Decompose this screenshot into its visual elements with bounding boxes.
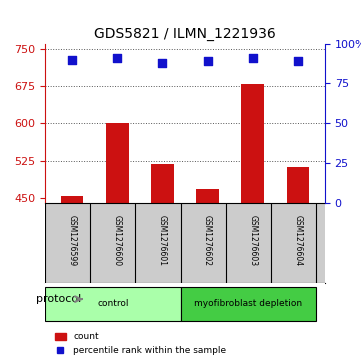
- Point: [250, 55, 256, 61]
- Text: GSM1276601: GSM1276601: [158, 215, 167, 266]
- Bar: [287, 167, 309, 203]
- Text: GSM1276602: GSM1276602: [203, 215, 212, 266]
- Bar: [61, 196, 83, 203]
- Point: [205, 58, 210, 64]
- FancyBboxPatch shape: [180, 287, 316, 321]
- Point: [114, 55, 120, 61]
- Title: GDS5821 / ILMN_1221936: GDS5821 / ILMN_1221936: [94, 27, 276, 41]
- Text: GSM1276599: GSM1276599: [68, 215, 77, 266]
- Text: protocol: protocol: [36, 294, 82, 304]
- Point: [160, 60, 165, 66]
- Bar: [196, 189, 219, 203]
- Text: GSM1276604: GSM1276604: [293, 215, 302, 266]
- Text: control: control: [97, 299, 129, 307]
- Bar: [106, 123, 129, 203]
- Point: [69, 57, 75, 62]
- Text: GSM1276603: GSM1276603: [248, 215, 257, 266]
- Bar: [151, 164, 174, 203]
- Bar: [242, 85, 264, 203]
- Text: GSM1276600: GSM1276600: [113, 215, 122, 266]
- Legend: count, percentile rank within the sample: count, percentile rank within the sample: [52, 329, 230, 359]
- Point: [295, 58, 301, 64]
- FancyBboxPatch shape: [45, 287, 180, 321]
- Text: myofibroblast depletion: myofibroblast depletion: [194, 299, 302, 307]
